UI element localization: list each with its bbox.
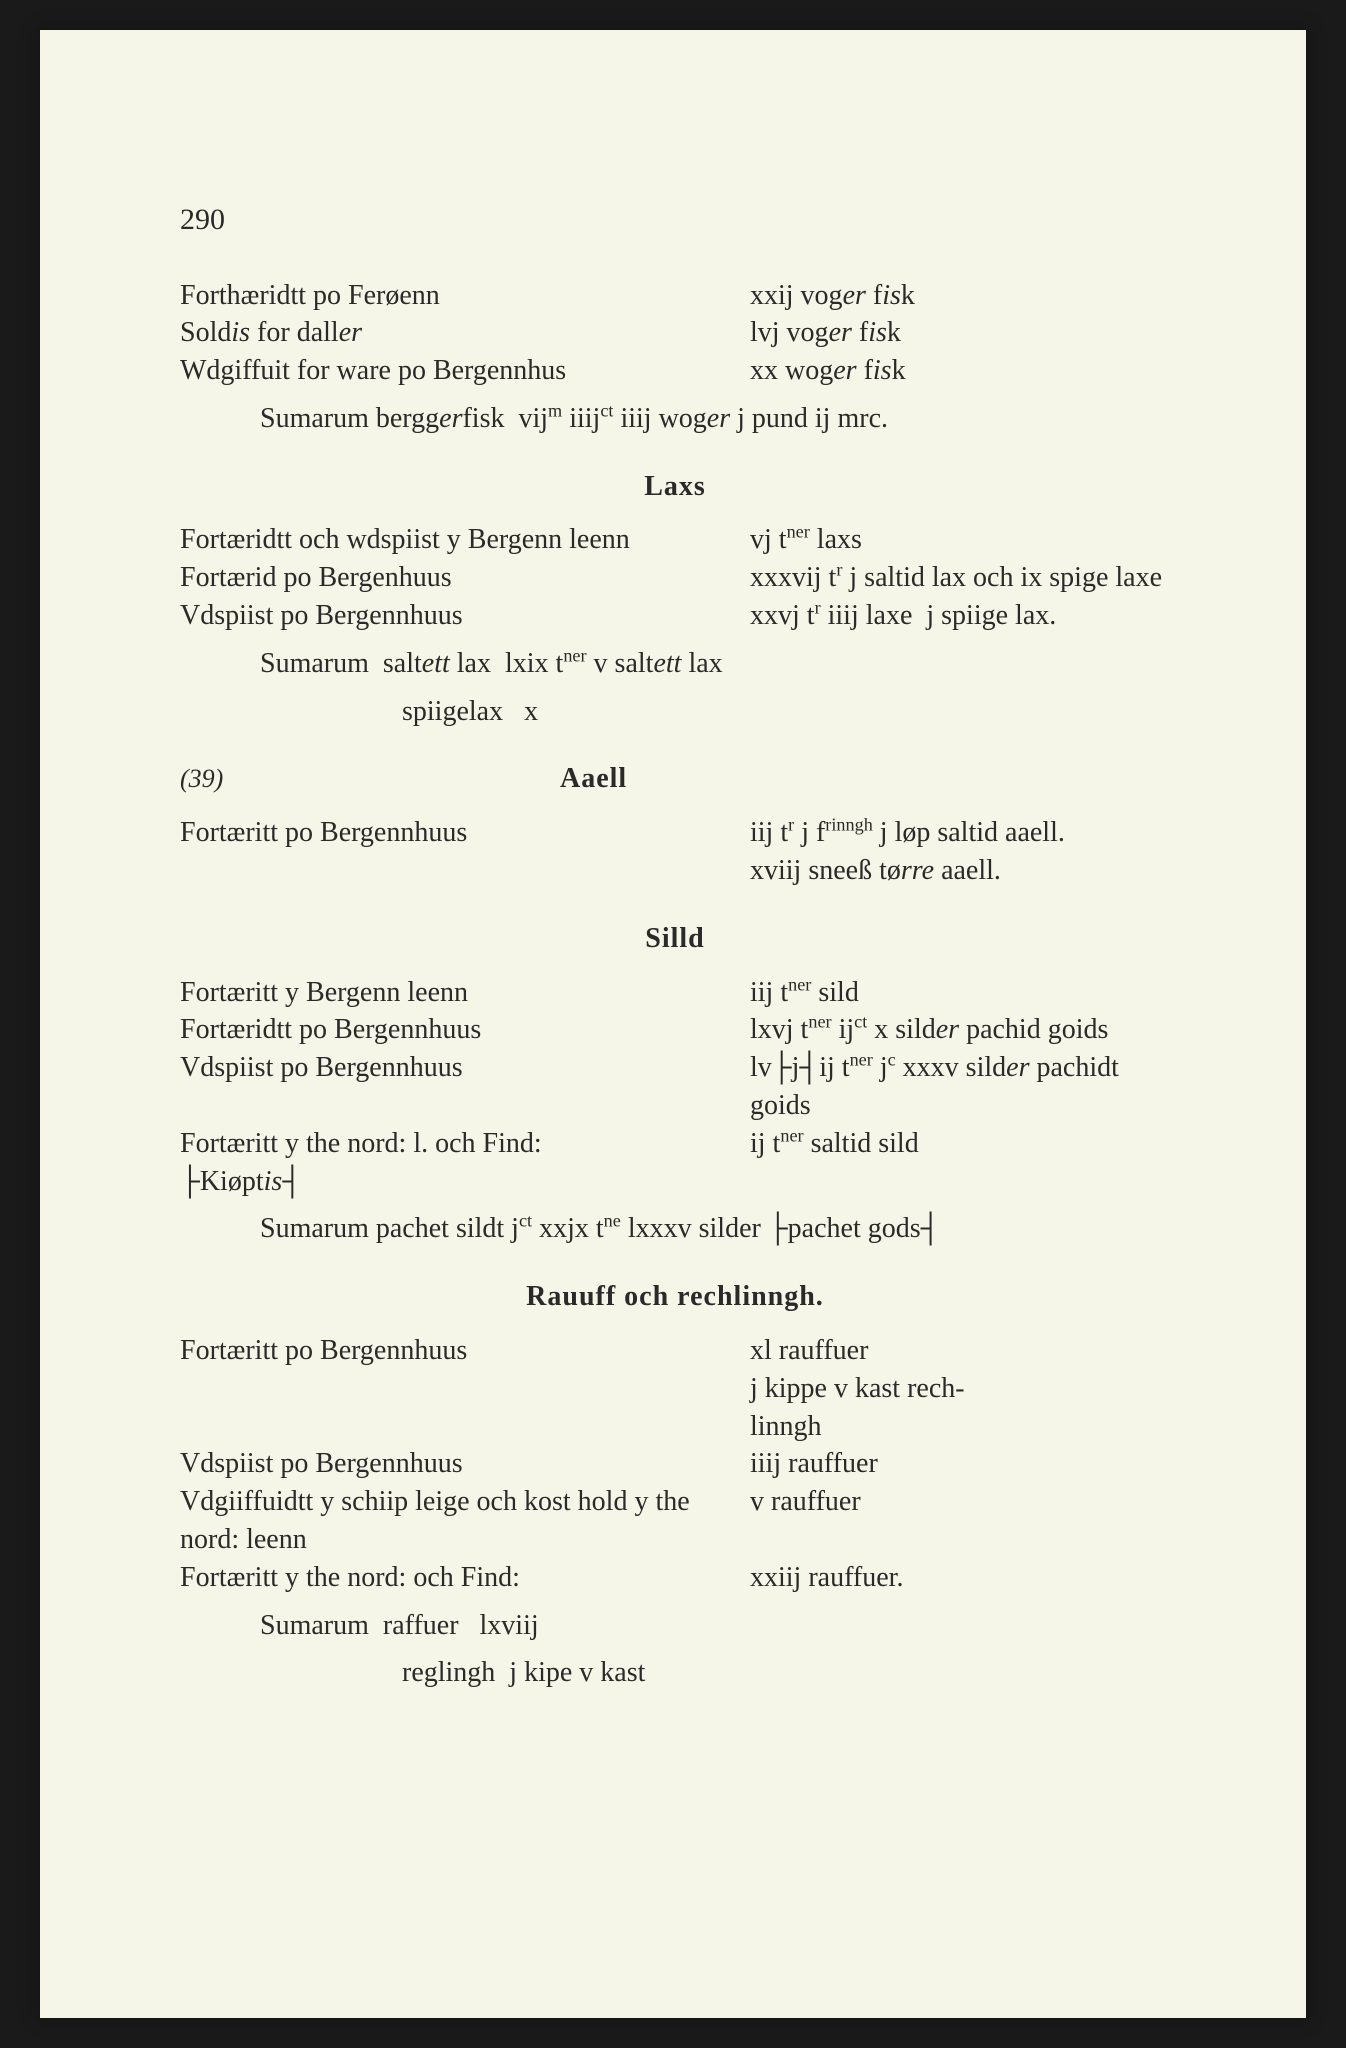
sum-line-2: spiigelax x — [180, 693, 1170, 731]
entry-row: Vdspiist po Bergennhuus iiij rauffuer — [180, 1445, 1170, 1483]
heading-row-aaell: (39) Aaell — [180, 760, 1170, 798]
entry-left: Vdspiist po Bergennhuus — [180, 1445, 740, 1483]
entry-row: Fortærid po Bergenhuus xxxvij tr j salti… — [180, 559, 1170, 597]
section-heading-laxs: Laxs — [180, 468, 1170, 506]
sum-line: Sumarum saltett lax lxix tner v saltett … — [180, 645, 1170, 683]
entry-row: Fortæridtt och wdspiist y Bergenn leenn … — [180, 521, 1170, 559]
entry-left: Fortæritt po Bergennhuus — [180, 814, 740, 852]
section-silld: Fortæritt y Bergenn leenn iij tner sild … — [180, 974, 1170, 1249]
scanned-page: 290 Forthæridtt po Ferøenn xxij voger fi… — [40, 30, 1306, 2018]
entry-row: Fortæritt po Bergennhuus iij tr j frinng… — [180, 814, 1170, 890]
entry-row: Soldis for daller lvj voger fisk — [180, 314, 1170, 352]
entry-right: xxiij rauffuer. — [750, 1559, 1170, 1597]
entry-row: Fortæritt y the nord: och Find: xxiij ra… — [180, 1559, 1170, 1597]
entry-right: iij tner sild — [750, 974, 1170, 1012]
sum-line: Sumarum pachet sildt jct xxjx tne lxxxv … — [180, 1210, 1170, 1248]
entry-left: Vdspiist po Bergennhuus — [180, 597, 740, 635]
page-number: 290 — [180, 200, 1170, 241]
entry-right: lxvj tner ijct x silder pachid goids — [750, 1011, 1170, 1049]
entry-left: Fortæritt po Bergennhuus — [180, 1332, 740, 1370]
entry-left: Fortærid po Bergenhuus — [180, 559, 740, 597]
section-aaell: Fortæritt po Bergennhuus iij tr j frinng… — [180, 814, 1170, 890]
folio-number: (39) — [180, 761, 380, 796]
entry-right: xxij voger fisk — [750, 277, 1170, 315]
section-top: Forthæridtt po Ferøenn xxij voger fisk S… — [180, 277, 1170, 438]
entry-left: Vdspiist po Bergennhuus — [180, 1049, 740, 1087]
entry-row: Wdgiffuit for ware po Bergennhus xx woge… — [180, 352, 1170, 390]
sum-line-2: reglingh j kipe v kast — [180, 1654, 1170, 1692]
entry-left: Soldis for daller — [180, 314, 740, 352]
entry-right: v rauffuer — [750, 1483, 1170, 1521]
entry-right: xl rauffuerj kippe v kast rech-linngh — [750, 1332, 1170, 1445]
entry-row: Fortæridtt po Bergennhuus lxvj tner ijct… — [180, 1011, 1170, 1049]
entry-left: Fortæridtt och wdspiist y Bergenn leenn — [180, 521, 740, 559]
entry-right: xxxvij tr j saltid lax och ix spige laxe — [750, 559, 1170, 597]
entry-row: Vdspiist po Bergennhuus xxvj tr iiij lax… — [180, 597, 1170, 635]
sum-line: Sumarum berggerfisk vijm iiijct iiij wog… — [180, 400, 1170, 438]
entry-left: Fortæritt y Bergenn leenn — [180, 974, 740, 1012]
entry-right: iiij rauffuer — [750, 1445, 1170, 1483]
entry-row: Fortæritt po Bergennhuus xl rauffuerj ki… — [180, 1332, 1170, 1445]
entry-right: iij tr j frinngh j løp saltid aaell.xvii… — [750, 814, 1170, 890]
entry-row: Forthæridtt po Ferøenn xxij voger fisk — [180, 277, 1170, 315]
entry-row: Fortæritt y Bergenn leenn iij tner sild — [180, 974, 1170, 1012]
entry-left: Forthæridtt po Ferøenn — [180, 277, 740, 315]
entry-left: Fortæritt y the nord: l. och Find:├Kiøpt… — [180, 1125, 740, 1201]
sum-line: Sumarum raffuer lxviij — [180, 1607, 1170, 1645]
entry-left: Vdgiiffuidtt y schiip leige och kost hol… — [180, 1483, 740, 1559]
entry-row: Vdgiiffuidtt y schiip leige och kost hol… — [180, 1483, 1170, 1559]
entry-left: Fortæridtt po Bergennhuus — [180, 1011, 740, 1049]
entry-row: Vdspiist po Bergennhuus lv├j┤ij tner jc … — [180, 1049, 1170, 1125]
entry-left: Fortæritt y the nord: och Find: — [180, 1559, 740, 1597]
entry-right: ij tner saltid sild — [750, 1125, 1170, 1163]
entry-row: Fortæritt y the nord: l. och Find:├Kiøpt… — [180, 1125, 1170, 1201]
section-rauuff: Fortæritt po Bergennhuus xl rauffuerj ki… — [180, 1332, 1170, 1692]
entry-right: xx woger fisk — [750, 352, 1170, 390]
section-heading-silld: Silld — [180, 920, 1170, 958]
section-laxs: Fortæridtt och wdspiist y Bergenn leenn … — [180, 521, 1170, 730]
entry-left: Wdgiffuit for ware po Bergennhus — [180, 352, 740, 390]
section-heading-aaell: Aaell — [380, 760, 1170, 798]
section-heading-rauuff: Rauuff och rechlinngh. — [180, 1278, 1170, 1316]
entry-right: lvj voger fisk — [750, 314, 1170, 352]
page-content: 290 Forthæridtt po Ferøenn xxij voger fi… — [180, 200, 1170, 1692]
entry-right: xxvj tr iiij laxe j spiige lax. — [750, 597, 1170, 635]
entry-right: vj tner laxs — [750, 521, 1170, 559]
entry-right: lv├j┤ij tner jc xxxv silder pachidt goid… — [750, 1049, 1170, 1125]
